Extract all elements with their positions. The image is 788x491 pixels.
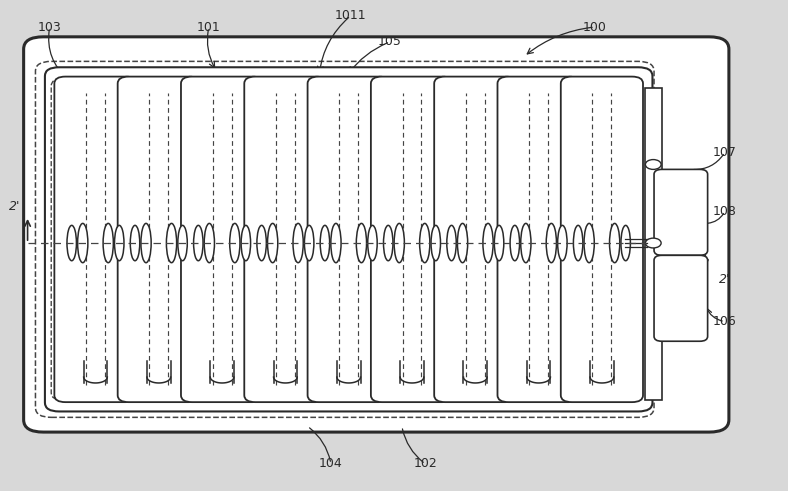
Ellipse shape: [166, 223, 177, 263]
Ellipse shape: [368, 225, 377, 261]
Ellipse shape: [331, 223, 341, 263]
Ellipse shape: [320, 225, 329, 261]
Circle shape: [645, 160, 661, 169]
Ellipse shape: [510, 225, 519, 261]
Ellipse shape: [257, 225, 266, 261]
FancyBboxPatch shape: [561, 77, 643, 402]
Text: 107: 107: [713, 146, 737, 159]
FancyBboxPatch shape: [54, 77, 136, 402]
Text: 108: 108: [713, 205, 737, 218]
Ellipse shape: [194, 225, 203, 261]
Text: 1011: 1011: [335, 9, 366, 22]
FancyBboxPatch shape: [654, 255, 708, 341]
FancyBboxPatch shape: [307, 77, 390, 402]
Text: 104: 104: [319, 458, 343, 470]
FancyBboxPatch shape: [654, 169, 708, 255]
Ellipse shape: [356, 223, 366, 263]
Ellipse shape: [230, 223, 240, 263]
Text: 102: 102: [414, 458, 437, 470]
Text: 100: 100: [583, 21, 607, 33]
FancyBboxPatch shape: [181, 77, 263, 402]
Text: 2': 2': [9, 200, 20, 213]
Ellipse shape: [114, 225, 124, 261]
Ellipse shape: [267, 223, 278, 263]
Text: 105: 105: [378, 35, 402, 48]
Text: 103: 103: [38, 21, 61, 33]
Circle shape: [645, 238, 661, 248]
FancyBboxPatch shape: [24, 37, 729, 432]
Ellipse shape: [546, 223, 556, 263]
Ellipse shape: [621, 225, 630, 261]
Ellipse shape: [384, 225, 393, 261]
Ellipse shape: [447, 225, 456, 261]
Ellipse shape: [494, 225, 504, 261]
FancyBboxPatch shape: [244, 77, 326, 402]
Ellipse shape: [241, 225, 251, 261]
Ellipse shape: [67, 225, 76, 261]
Ellipse shape: [574, 225, 583, 261]
FancyBboxPatch shape: [434, 77, 516, 402]
Ellipse shape: [431, 225, 440, 261]
Text: 101: 101: [197, 21, 221, 33]
Ellipse shape: [558, 225, 567, 261]
Ellipse shape: [77, 223, 88, 263]
Ellipse shape: [178, 225, 188, 261]
Ellipse shape: [304, 225, 314, 261]
Ellipse shape: [130, 225, 139, 261]
Ellipse shape: [141, 223, 151, 263]
Bar: [645, 88, 662, 400]
Ellipse shape: [103, 223, 113, 263]
Ellipse shape: [521, 223, 531, 263]
Ellipse shape: [584, 223, 594, 263]
Ellipse shape: [204, 223, 214, 263]
Ellipse shape: [293, 223, 303, 263]
Ellipse shape: [457, 223, 467, 263]
FancyBboxPatch shape: [497, 77, 580, 402]
Text: 106: 106: [713, 315, 737, 328]
Ellipse shape: [483, 223, 493, 263]
Ellipse shape: [419, 223, 429, 263]
Ellipse shape: [394, 223, 404, 263]
FancyBboxPatch shape: [117, 77, 200, 402]
FancyBboxPatch shape: [371, 77, 453, 402]
Text: 2': 2': [719, 273, 730, 286]
Ellipse shape: [610, 223, 619, 263]
FancyBboxPatch shape: [45, 67, 652, 411]
